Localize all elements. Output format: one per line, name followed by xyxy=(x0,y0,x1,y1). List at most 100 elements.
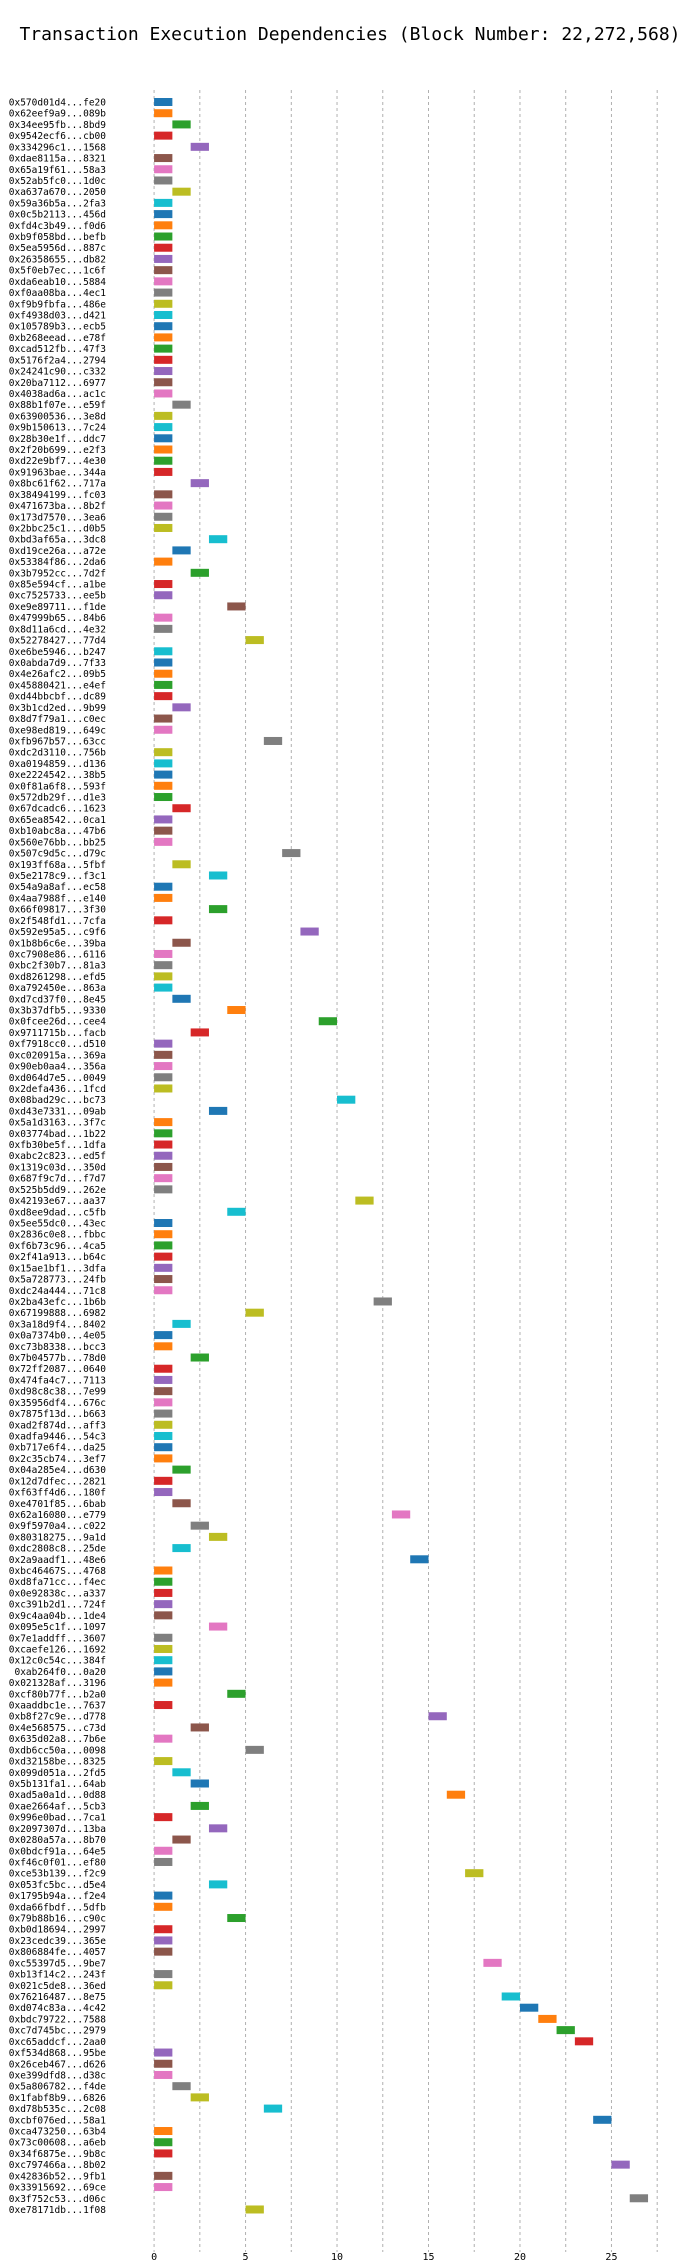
transaction-bar xyxy=(154,983,173,992)
y-tick-label: 0x099d051a...2fd5 xyxy=(9,1768,106,1779)
y-tick-label: 0x65ea8542...0ca1 xyxy=(9,815,107,826)
y-tick-label: 0x59a36b5a...2fa3 xyxy=(9,198,106,209)
y-tick-label: 0x5f0eb7ec...1c6f xyxy=(9,266,106,277)
y-tick-label: 0xd32158be...8325 xyxy=(9,1757,106,1768)
transaction-bar xyxy=(154,1039,173,1048)
transaction-bar xyxy=(172,994,191,1003)
transaction-bar xyxy=(208,871,228,880)
transaction-bar xyxy=(154,1174,173,1183)
y-tick-label: 0x2f548fd1...7cfa xyxy=(9,916,106,927)
transaction-bar xyxy=(154,1644,173,1653)
y-tick-label: 0x021c5de8...36ed xyxy=(9,1981,106,1992)
transaction-bar xyxy=(154,1162,173,1171)
y-tick-label: 0x1795b94a...f2e4 xyxy=(9,1891,107,1902)
y-tick-label: 0xb717e6f4...da25 xyxy=(9,1443,106,1454)
transaction-bar xyxy=(208,1880,228,1889)
y-tick-label: 0xda6eab10...5884 xyxy=(9,277,107,288)
transaction-bar xyxy=(154,1947,173,1956)
transaction-bar xyxy=(154,793,173,802)
y-tick-label: 0xf7918cc0...d510 xyxy=(9,1039,107,1050)
y-tick-label: 0x996e0bad...7ca1 xyxy=(9,1813,107,1824)
y-tick-label: 0x9542ecf6...cb00 xyxy=(9,131,107,142)
transaction-bar xyxy=(337,1095,356,1104)
y-tick-label: 0x021328af...3196 xyxy=(9,1678,107,1689)
y-tick-label: 0x525b5dd9...262e xyxy=(9,1185,107,1196)
transaction-bar xyxy=(172,1544,191,1553)
transaction-bar xyxy=(154,378,173,387)
y-tick-label: 0xcad512fb...47f3 xyxy=(9,344,106,355)
y-tick-label: 0xb8f27c9e...d778 xyxy=(9,1712,107,1723)
y-tick-label: 0xdae8115a...8321 xyxy=(9,154,107,165)
y-tick-label: 0x2f41a913...b64c xyxy=(9,1252,106,1263)
y-tick-label: 0x33915692...69ce xyxy=(9,2183,107,2194)
transaction-bar xyxy=(154,1275,173,1284)
transaction-bar xyxy=(538,2014,557,2023)
y-tick-label: 0x0280a57a...8b70 xyxy=(9,1835,107,1846)
y-tick-label: 0xc7d745bc...2979 xyxy=(9,2026,107,2037)
transaction-bar xyxy=(154,210,173,219)
transaction-bar xyxy=(154,580,173,589)
transaction-bar xyxy=(154,2059,173,2068)
y-tick-label: 0xa0194859...d136 xyxy=(9,759,107,770)
y-tick-label: 0xc7908e86...6116 xyxy=(9,949,107,960)
y-tick-label: 0x193ff68a...5fbf xyxy=(9,860,106,871)
y-tick-label: 0x24241c90...c332 xyxy=(9,367,106,378)
y-tick-label: 0x35956df4...676c xyxy=(9,1398,106,1409)
y-tick-label: 0xc73b8338...bcc3 xyxy=(9,1342,106,1353)
transaction-bar xyxy=(154,1678,173,1687)
y-tick-label: 0xcbf076ed...58a1 xyxy=(9,2115,107,2126)
y-tick-label: 0x9b150613...7c24 xyxy=(9,423,107,434)
y-tick-label: 0xbc46467S...4768 xyxy=(9,1566,107,1577)
transaction-bar xyxy=(282,849,301,858)
y-tick-label: 0xd8fa71cc...f4ec xyxy=(9,1577,106,1588)
y-tick-label: 0xad5a0a1d...0d88 xyxy=(9,1790,107,1801)
transaction-bar xyxy=(154,1342,173,1351)
transaction-bar xyxy=(154,490,173,499)
y-tick-label: 0xad2f874d...aff3 xyxy=(9,1420,106,1431)
y-tick-label: 0xe6be5946...b247 xyxy=(9,647,106,658)
y-tick-label: 0x38494199...fc03 xyxy=(9,490,106,501)
y-tick-label: 0x62eef9a9...089b xyxy=(9,109,107,120)
transaction-bar xyxy=(154,781,173,790)
transaction-bar xyxy=(245,636,264,645)
transaction-bar xyxy=(154,1420,173,1429)
y-tick-label: 0x053fc5bc...d5e4 xyxy=(9,1880,107,1891)
transaction-bar xyxy=(629,2194,649,2203)
y-tick-label: 0x52ab5fc0...1d0c xyxy=(9,176,106,187)
transaction-bar xyxy=(172,1465,191,1474)
y-tick-label: 0xdc24a444...71c8 xyxy=(9,1286,107,1297)
y-tick-label: 0x12c0c54c...384f xyxy=(9,1656,106,1667)
transaction-bar xyxy=(154,1331,173,1340)
transaction-bar xyxy=(263,736,283,745)
y-tick-label: 0xdc2808c8...25de xyxy=(9,1544,107,1555)
y-tick-label: 0x91963bae...344a xyxy=(9,467,106,478)
transaction-bar xyxy=(154,1488,173,1497)
y-tick-label: 0x5a806782...f4de xyxy=(9,2082,107,2093)
transaction-bar xyxy=(154,456,173,465)
y-tick-label: 0x85e594cf...a1be xyxy=(9,580,107,591)
transaction-bar xyxy=(318,1017,338,1026)
y-tick-label: 0x66f09817...3f30 xyxy=(9,905,107,916)
y-tick-label: 0x806884fe...4057 xyxy=(9,1947,106,1958)
y-tick-label: 0x23cedc39...365e xyxy=(9,1936,107,1947)
y-tick-label: 0xd064d7e5...0049 xyxy=(9,1073,107,1084)
y-tick-label: 0x5176f2a4...2794 xyxy=(9,355,107,366)
y-tick-label: 0x26358655...db82 xyxy=(9,254,106,265)
y-tick-label: 0x5ee55dc0...43ec xyxy=(9,1219,106,1230)
y-tick-label: 0xe98ed819...649c xyxy=(9,725,106,736)
transaction-bar xyxy=(154,1118,173,1127)
y-tick-label: 0xdb6cc50a...0098 xyxy=(9,1745,107,1756)
transaction-bar xyxy=(154,131,173,140)
y-tick-label: 0xb0d18694...2997 xyxy=(9,1925,106,1936)
transaction-bar xyxy=(154,1129,173,1138)
transaction-bar xyxy=(154,591,173,600)
y-tick-label: 0xae2664af...5cb3 xyxy=(9,1801,106,1812)
transaction-bar xyxy=(154,1588,173,1597)
y-tick-label: 0xd19ce26a...a72e xyxy=(9,546,107,557)
y-tick-label: 0xb9f058bd...befb xyxy=(9,232,107,243)
transaction-bar xyxy=(154,1375,173,1384)
y-tick-label: 0xadfa9446...54c3 xyxy=(9,1431,106,1442)
transaction-bar xyxy=(154,1667,173,1676)
grid-lines xyxy=(153,90,658,2252)
transaction-bar xyxy=(154,1084,173,1093)
